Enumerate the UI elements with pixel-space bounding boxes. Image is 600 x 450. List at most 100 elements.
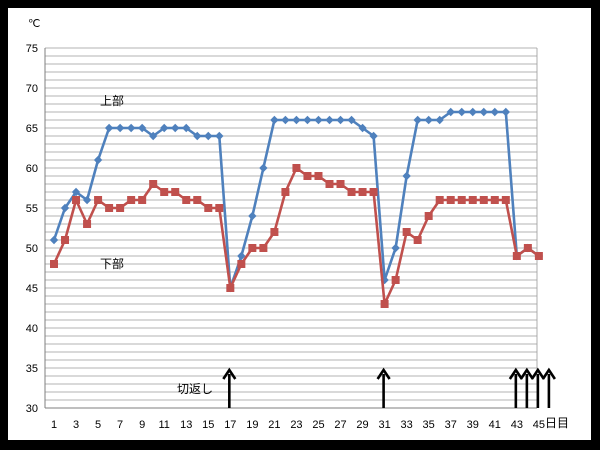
x-tick-label: 37	[445, 419, 457, 431]
x-tick-label: 3	[73, 419, 79, 431]
y-tick-label: 30	[26, 403, 38, 415]
x-tick-label: 33	[401, 419, 413, 431]
x-tick-label: 43	[511, 419, 523, 431]
data-point	[303, 115, 312, 125]
data-point	[292, 115, 301, 125]
data-point	[391, 243, 400, 253]
y-tick-label: 70	[26, 83, 38, 95]
data-point	[336, 180, 345, 188]
data-point	[138, 196, 147, 204]
data-point	[314, 172, 323, 180]
arrow-head	[222, 367, 237, 380]
y-tick-label: 55	[26, 203, 38, 215]
data-point	[468, 196, 477, 204]
data-point	[457, 196, 466, 204]
data-point	[83, 220, 92, 228]
x-tick-label: 27	[334, 419, 346, 431]
turning-arrow	[541, 367, 556, 408]
x-tick-label: 25	[312, 419, 324, 431]
data-point	[391, 276, 400, 284]
data-point	[413, 236, 422, 244]
data-point	[402, 228, 411, 236]
turning-arrow	[508, 367, 523, 408]
data-point	[292, 164, 301, 172]
data-point	[182, 196, 191, 204]
data-point	[127, 196, 136, 204]
data-point	[468, 107, 477, 117]
y-tick-label: 75	[26, 43, 38, 55]
x-tick-label: 29	[356, 419, 368, 431]
data-point	[446, 107, 455, 117]
data-point	[137, 123, 147, 133]
data-point	[369, 131, 378, 141]
data-point	[160, 123, 169, 133]
arrow-head	[508, 367, 523, 380]
data-point	[248, 244, 257, 252]
x-tick-label: 31	[378, 419, 390, 431]
data-point	[204, 131, 213, 141]
x-tick-label: 41	[489, 419, 501, 431]
series-1	[50, 164, 543, 308]
x-tick-labels: 1 3 5 7 9 11 13 15 17 19 21 23 25 27 29 31 33 35 37 39 41 43 4…	[51, 419, 545, 431]
data-point	[193, 196, 202, 204]
data-point	[49, 235, 59, 245]
data-point	[160, 188, 169, 196]
y-unit-label: ℃	[28, 18, 40, 30]
x-tick-label: 17	[224, 419, 236, 431]
data-point	[237, 251, 246, 261]
data-point	[303, 172, 312, 180]
data-point	[270, 228, 279, 236]
data-point	[82, 195, 92, 205]
arrow-head	[376, 367, 391, 380]
y-tick-label: 50	[26, 243, 38, 255]
data-point	[281, 115, 290, 125]
x-tick-label: 7	[117, 419, 123, 431]
turning-annotation-label: 切返し	[177, 382, 213, 396]
grid-lines	[45, 47, 537, 409]
data-point	[226, 284, 235, 292]
data-point	[358, 123, 367, 133]
x-tick-label: 39	[467, 419, 479, 431]
y-tick-label: 45	[26, 283, 38, 295]
x-tick-label: 15	[202, 419, 214, 431]
data-point	[325, 115, 334, 125]
x-tick-label: 45	[533, 419, 545, 431]
x-tick-label: 23	[290, 419, 302, 431]
data-point	[479, 196, 488, 204]
x-tick-label: 21	[268, 419, 280, 431]
x-tick-label: 1	[51, 419, 57, 431]
data-point	[104, 123, 114, 133]
data-point	[270, 115, 279, 125]
series-label-lower: 下部	[100, 256, 124, 271]
data-point	[259, 244, 268, 252]
data-point	[60, 203, 70, 213]
data-point	[512, 252, 521, 260]
data-point	[115, 123, 125, 133]
data-point	[171, 123, 180, 133]
x-tick-label: 13	[180, 419, 192, 431]
data-point	[336, 115, 345, 125]
data-point	[93, 155, 103, 165]
data-point	[380, 300, 389, 308]
data-point	[358, 188, 367, 196]
data-point	[204, 204, 213, 212]
data-point	[457, 107, 466, 117]
data-point	[501, 196, 510, 204]
data-point	[281, 188, 290, 196]
data-point	[490, 107, 499, 117]
x-tick-label: 11	[158, 419, 169, 431]
data-point	[501, 107, 511, 117]
data-point	[424, 212, 433, 220]
data-point	[148, 131, 158, 141]
data-point	[413, 115, 422, 125]
data-point	[149, 180, 158, 188]
y-tick-labels: 30 35 40 45 50 55 60 65 70 75	[26, 43, 38, 415]
data-point	[490, 196, 499, 204]
data-point	[347, 188, 356, 196]
y-tick-label: 35	[26, 363, 38, 375]
data-point	[237, 260, 246, 268]
series-label-upper: 上部	[100, 93, 124, 108]
x-tick-label: 9	[139, 419, 145, 431]
data-point	[259, 163, 268, 173]
data-point	[446, 196, 455, 204]
